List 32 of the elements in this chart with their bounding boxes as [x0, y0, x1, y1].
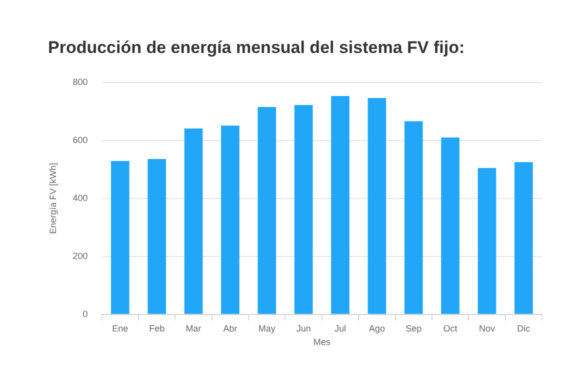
bar — [441, 138, 460, 314]
x-tick-label: Ago — [368, 323, 385, 334]
y-tick-label: 0 — [82, 308, 88, 319]
y-tick-label: 600 — [72, 134, 88, 145]
y-tick-label: 800 — [72, 76, 88, 87]
bar — [110, 160, 130, 314]
x-tick-label: Ene — [112, 323, 128, 334]
y-tick-label: 400 — [72, 192, 88, 203]
bar — [478, 168, 496, 314]
bar — [368, 98, 386, 314]
x-tick-label: Jun — [296, 323, 311, 334]
x-axis-title: Mes — [313, 337, 331, 348]
bar — [514, 162, 533, 314]
bar — [258, 107, 276, 314]
y-tick-label: 200 — [72, 250, 88, 261]
bar — [221, 126, 240, 314]
y-axis-title: Energía FV [kWh] — [48, 162, 58, 234]
bar — [184, 128, 203, 314]
x-tick-label: Sep — [406, 323, 422, 334]
chart-title: Producción de energía mensual del sistema FV fijo: — [48, 38, 465, 57]
x-tick-label: Oct — [443, 323, 458, 334]
x-tick-label: Feb — [149, 323, 165, 334]
x-tick-label: May — [258, 323, 276, 334]
x-tick-label: Jul — [334, 323, 346, 334]
bar — [331, 96, 350, 314]
x-tick-label: Mar — [186, 323, 202, 334]
x-tick-label: Nov — [478, 323, 496, 334]
x-tick-label: Dic — [517, 323, 531, 334]
bar — [294, 105, 313, 314]
bar — [404, 121, 423, 314]
bar — [148, 158, 166, 314]
x-tick-label: Abr — [223, 323, 238, 334]
